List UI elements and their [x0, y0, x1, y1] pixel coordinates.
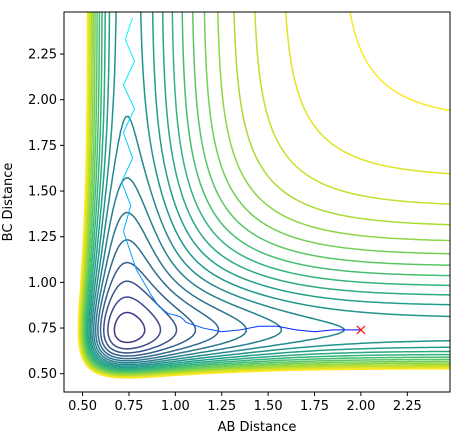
y-tick-label: 2.25 [28, 48, 57, 63]
plot-frame [63, 11, 451, 393]
trajectory-segment [130, 252, 137, 270]
trajectory-segment [277, 325, 297, 331]
trajectory-segment [122, 132, 134, 159]
contour-level [86, 12, 450, 370]
contour-level [92, 177, 283, 364]
x-tick-label: 0.75 [114, 399, 143, 414]
trajectory-segment [167, 312, 176, 316]
contour-level [107, 296, 162, 350]
trajectory-segment [203, 327, 222, 333]
contour-level [85, 12, 450, 371]
x-tick-label: 1.00 [161, 399, 190, 414]
x-axis: 0.50 0.75 1.00 1.25 1.50 1.75 2.00 2.25 [68, 392, 422, 414]
trajectory-segment [121, 157, 134, 183]
x-tick-label: 2.00 [346, 399, 375, 414]
y-axis: 0.50 0.75 1.00 1.25 1.50 1.75 2.00 2.25 [28, 48, 64, 382]
trajectory-segment [186, 322, 204, 329]
y-tick-label: 1.50 [28, 185, 57, 200]
trajectory-segment [122, 108, 135, 133]
contour-level [82, 12, 450, 375]
contour-level [89, 12, 450, 367]
x-axis-label: AB Distance [218, 420, 297, 435]
trajectory-segment [158, 305, 169, 314]
x-tick-label: 0.50 [68, 399, 97, 414]
trajectory-segment [295, 329, 315, 333]
trajectory-segment [143, 282, 152, 296]
trajectory-segment [175, 314, 182, 318]
contour-lines [77, 12, 450, 379]
contour-level [99, 261, 197, 357]
trajectory-segment [180, 316, 187, 323]
y-tick-label: 2.00 [28, 93, 57, 108]
y-tick-label: 0.75 [28, 322, 57, 337]
end-marker [356, 325, 366, 335]
contour-level [113, 311, 146, 344]
trajectory [121, 17, 361, 333]
x-tick-label: 2.25 [393, 399, 422, 414]
trajectory-segment [314, 329, 334, 333]
y-tick-label: 1.00 [28, 276, 57, 291]
contour-level [80, 12, 450, 377]
trajectory-segment [124, 39, 135, 62]
trajectory-segment [150, 294, 160, 307]
x-tick-label: 1.25 [207, 399, 236, 414]
contour-level [79, 12, 450, 377]
y-tick-label: 1.75 [28, 139, 57, 154]
contour-level [88, 12, 450, 369]
trajectory-segment [121, 181, 132, 206]
trajectory-segment [122, 231, 132, 254]
x-tick-label: 1.75 [300, 399, 329, 414]
y-axis-label: BC Distance [1, 163, 16, 242]
y-tick-label: 1.25 [28, 230, 57, 245]
trajectory-segment [124, 17, 134, 40]
x-tick-label: 1.50 [254, 399, 283, 414]
contour-level [81, 12, 450, 376]
y-tick-label: 0.50 [28, 367, 57, 382]
trajectory-segment [122, 61, 135, 86]
trajectory-segment [221, 329, 241, 333]
contour-level [77, 12, 450, 379]
markers [356, 325, 366, 335]
trajectory-segment [135, 269, 145, 283]
contour-level [91, 115, 345, 366]
contour-level [103, 280, 178, 354]
contour-level [84, 12, 450, 372]
trajectory-segment [122, 205, 132, 232]
trajectory-segment [122, 84, 135, 110]
contour-level [78, 12, 450, 378]
contour-level [97, 239, 220, 360]
contour-level [94, 211, 247, 362]
trajectory-segment [240, 325, 259, 331]
contour-level [83, 12, 450, 374]
